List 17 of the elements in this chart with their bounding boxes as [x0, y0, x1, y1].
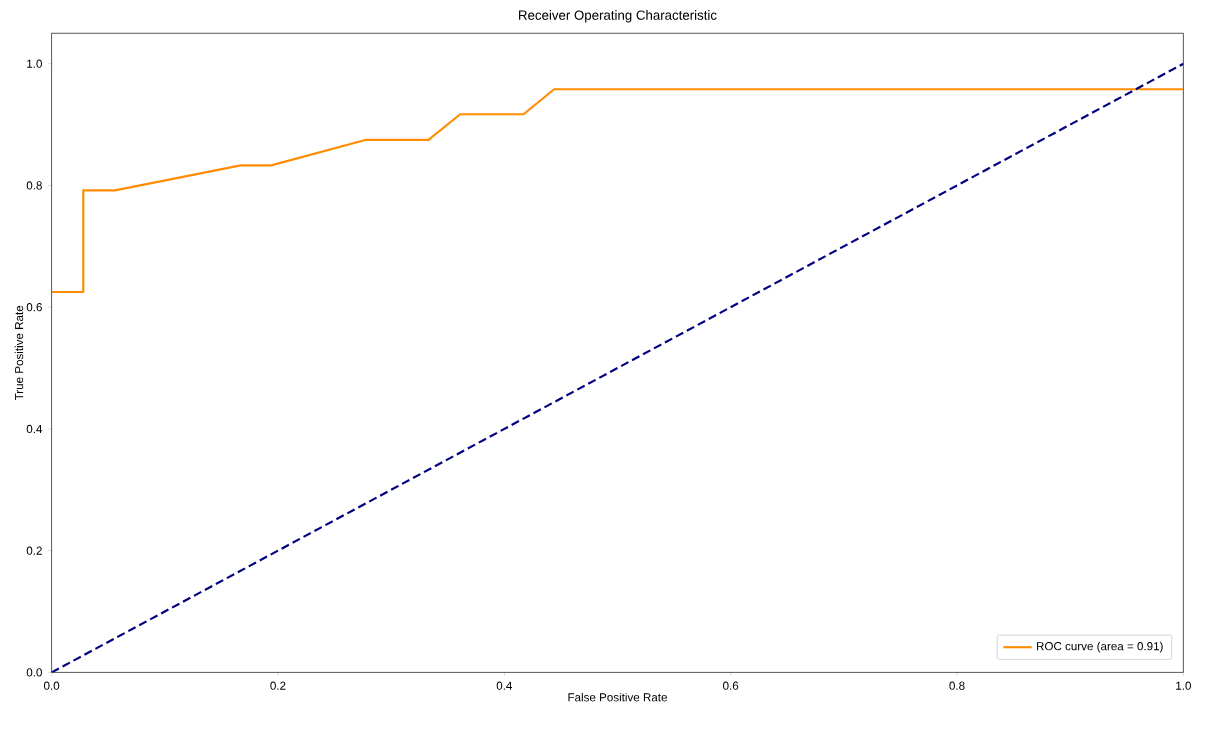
x-tick-label: 0.4 — [496, 681, 513, 690]
legend-label: ROC curve (area = 0.91) — [1037, 641, 1163, 653]
chart-title: Receiver Operating Characteristic — [519, 10, 717, 23]
y-tick-label: 0.6 — [26, 303, 42, 312]
x-tick-label: 0.6 — [723, 681, 739, 690]
line-series — [51, 88, 1184, 294]
y-tick-label: 0.0 — [26, 668, 42, 677]
y-tick-label: 0.2 — [26, 546, 42, 555]
x-tick-label: 1.0 — [1176, 681, 1191, 690]
x-axis-title: False Positive Rate — [568, 693, 667, 702]
y-tick-label: 0.4 — [26, 425, 43, 434]
x-tick-label: 0.8 — [949, 681, 965, 690]
x-tick-label: 0.2 — [270, 681, 286, 690]
y-tick-label: 1.0 — [27, 59, 42, 68]
y-tick-label: 0.8 — [26, 181, 42, 190]
y-axis-title: True Positive Rate — [14, 306, 24, 401]
x-tick-label: 0.0 — [43, 681, 60, 690]
